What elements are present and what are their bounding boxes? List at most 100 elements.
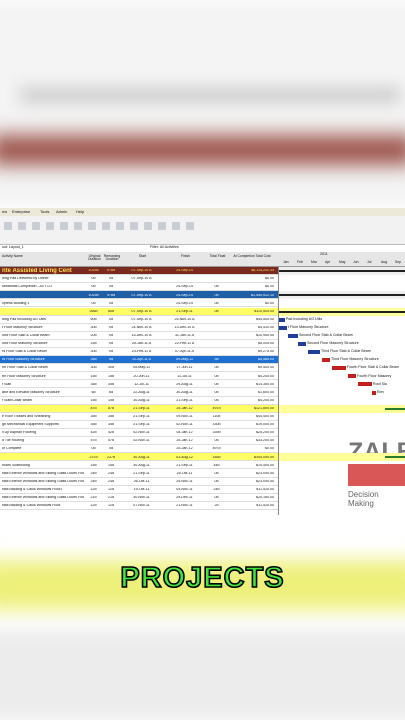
- table-cell: 0d: [214, 285, 219, 289]
- table-cell: $1,600.00: [258, 390, 274, 394]
- table-row: [0, 283, 278, 292]
- table-cell: 24-Sep-14: [176, 269, 193, 273]
- month-label: Aug: [381, 260, 388, 264]
- gantt-label: t Floor Masonry Structure: [288, 324, 329, 329]
- table-cell: $11,520.00: [256, 504, 274, 508]
- table-cell: stall Backing & Caulk Windows Floor: [2, 504, 61, 508]
- table-row: [0, 299, 278, 308]
- table-cell: 0d: [214, 374, 219, 378]
- toolbar-icon: [60, 222, 68, 230]
- filter-label: Filter: All Activities: [150, 245, 179, 249]
- table-row: [0, 267, 278, 276]
- gantt-bar: [332, 366, 346, 371]
- table-cell: 07-Apr-11 A: [175, 350, 194, 354]
- table-cell: 0d: [214, 301, 219, 305]
- table-cell: 11-Jul-11: [177, 374, 192, 378]
- month-label: Apr: [325, 260, 331, 264]
- table-cell: 35d: [90, 382, 97, 386]
- table-cell: 0d: [214, 496, 219, 499]
- table-cell: ding Pad Delivered by Owner: [2, 277, 49, 281]
- table-cell: 15-Dec-10 A: [131, 334, 152, 337]
- table-cell: 02-Nov-11: [133, 431, 150, 435]
- table-cell: 978d: [107, 293, 115, 297]
- table-cell: stall Exterior Windows and Sliding Glass…: [2, 471, 84, 475]
- table-cell: 29-Dec-11: [176, 496, 193, 499]
- watermark-tagline: Decision Making: [348, 490, 379, 508]
- table-cell: 0d: [214, 439, 219, 443]
- table-cell: 0d: [109, 350, 113, 354]
- table-cell: $14,350.00: [256, 382, 274, 386]
- gantt-row-band: [279, 404, 405, 413]
- table-cell: $9,400.00: [258, 366, 274, 370]
- table-row: [0, 380, 278, 389]
- table-cell: 12-Jul-11: [134, 382, 149, 386]
- table-cell: 21d: [108, 496, 114, 499]
- toolbar-icon: [130, 222, 138, 230]
- table-cell: $121,800.00: [254, 406, 274, 410]
- month-label: Sep: [395, 260, 402, 264]
- table-cell: $305,040.00: [254, 455, 274, 459]
- toolbar-icon: [46, 222, 54, 230]
- table-cell: 24d: [108, 479, 114, 483]
- blur-bottom: [0, 630, 405, 720]
- table-cell: 21-Sep-11: [133, 471, 150, 475]
- table-cell: 0d: [109, 325, 113, 329]
- table-cell: 24-Sep-14: [176, 293, 193, 297]
- table-cell: $10,950.00: [256, 334, 274, 337]
- table-cell: 5d: [214, 358, 219, 362]
- table-cell: 60d: [90, 317, 97, 321]
- table-cell: 30d: [90, 350, 97, 354]
- table-cell: 330d: [212, 423, 221, 427]
- table-cell: rudes Scaffolding: [2, 463, 30, 467]
- layout-label: out: Layout_1: [2, 245, 24, 249]
- table-cell: $9,275.00: [258, 350, 274, 354]
- table-row: [0, 420, 278, 429]
- month-label: Jan: [283, 260, 289, 264]
- toolbar-icon: [32, 222, 40, 230]
- toolbar-icon: [102, 222, 110, 230]
- column-header: Original Duration: [88, 254, 101, 262]
- gantt-label: Third Floor Slab & Collar Beam: [321, 349, 371, 354]
- table-cell: 13-Dec-10 A: [174, 325, 195, 329]
- table-cell: d Tile Roofing: [2, 439, 24, 443]
- table-cell: 0d: [214, 398, 219, 402]
- table-cell: 1025d: [88, 269, 99, 273]
- table-cell: 25-Oct-11: [176, 471, 193, 475]
- gantt-label: Elev: [377, 389, 384, 394]
- gantt-label: Second Floor Masonry Structure: [307, 341, 359, 346]
- table-cell: 15d: [90, 374, 97, 378]
- month-label: Jun: [353, 260, 359, 264]
- table-row: [0, 429, 278, 438]
- table-cell: stall Backing & Caulk Windows Floor1: [2, 487, 63, 491]
- table-cell: 12d: [90, 487, 97, 491]
- table-cell: 0d: [109, 285, 113, 289]
- menu-item: Admin: [56, 209, 68, 214]
- toolbar-icon: [144, 222, 152, 230]
- table-cell: $0.00: [265, 285, 274, 289]
- table-cell: 0d: [109, 317, 113, 321]
- table-cell: 21-Sep-11: [176, 463, 193, 467]
- table-cell: ll Up Asphalt Flooring: [2, 431, 36, 435]
- gantt-label: Second Floor Slab & Collar Beam: [299, 333, 353, 337]
- column-header: Finish: [180, 254, 191, 258]
- toolbar-icon: [4, 222, 12, 230]
- table-cell: 29-Aug-11: [176, 382, 193, 386]
- table-cell: 30d: [90, 366, 97, 370]
- table-cell: 30-Nov-11: [133, 496, 150, 499]
- table-cell: 21-Sep-11: [133, 423, 150, 427]
- table-cell: 02-Nov-11: [133, 439, 150, 443]
- table-cell: 21-Sep-11: [176, 309, 193, 313]
- table-cell: 22-Feb-11 A: [174, 342, 195, 346]
- table-row: [0, 453, 278, 462]
- table-cell: 07-Sep-10 A: [131, 277, 152, 281]
- table-row: [0, 445, 278, 454]
- table-cell: $6,115,202.34: [251, 269, 274, 273]
- gantt-bar: [279, 325, 287, 330]
- table-cell: rd Floor Masonry Structure: [2, 358, 45, 362]
- gantt-summary: [279, 294, 405, 297]
- gantt-bar: [308, 350, 320, 354]
- table-row: [0, 348, 278, 357]
- table-cell: 17-Jun-11: [176, 366, 193, 370]
- table-cell: 57d: [108, 439, 114, 443]
- table-row: [0, 315, 278, 324]
